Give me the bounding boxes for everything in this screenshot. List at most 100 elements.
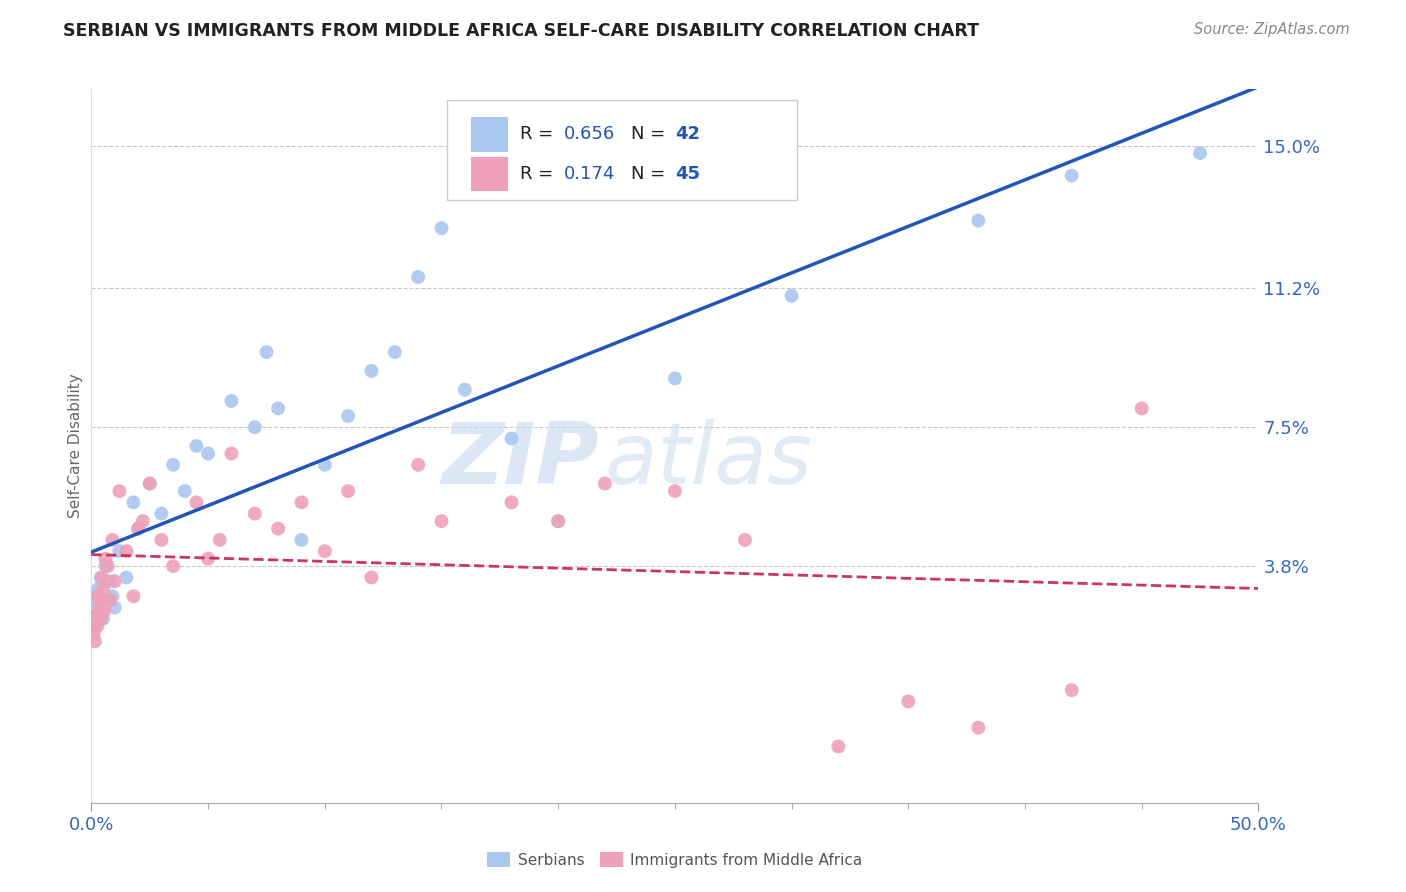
FancyBboxPatch shape bbox=[447, 100, 797, 200]
Point bbox=[83, 607, 105, 622]
Point bbox=[197, 446, 219, 460]
Text: 45: 45 bbox=[675, 165, 700, 183]
Point bbox=[314, 458, 336, 472]
Point bbox=[108, 484, 131, 499]
Point bbox=[454, 383, 477, 397]
Point bbox=[547, 514, 569, 528]
Point bbox=[256, 345, 278, 359]
Point bbox=[115, 544, 138, 558]
Point bbox=[91, 612, 114, 626]
Text: atlas: atlas bbox=[605, 418, 813, 502]
Point bbox=[360, 364, 382, 378]
Point bbox=[221, 446, 243, 460]
Legend: Serbians, Immigrants from Middle Africa: Serbians, Immigrants from Middle Africa bbox=[481, 846, 869, 873]
Point bbox=[1060, 169, 1083, 183]
Point bbox=[337, 484, 360, 499]
Point bbox=[104, 574, 127, 589]
Point bbox=[267, 401, 290, 416]
Point bbox=[186, 439, 208, 453]
Point bbox=[101, 589, 124, 603]
Text: 42: 42 bbox=[675, 126, 700, 144]
Point bbox=[593, 476, 616, 491]
Text: 0.656: 0.656 bbox=[564, 126, 616, 144]
Point bbox=[115, 570, 138, 584]
Text: Source: ZipAtlas.com: Source: ZipAtlas.com bbox=[1194, 22, 1350, 37]
Point bbox=[132, 514, 155, 528]
Point bbox=[1130, 401, 1153, 416]
Point bbox=[83, 634, 105, 648]
Point bbox=[83, 627, 105, 641]
Point bbox=[91, 582, 114, 596]
Point bbox=[664, 371, 686, 385]
Point bbox=[90, 612, 112, 626]
Point bbox=[664, 484, 686, 499]
Point bbox=[122, 589, 145, 603]
Point bbox=[337, 409, 360, 423]
Point bbox=[827, 739, 849, 754]
Y-axis label: Self-Care Disability: Self-Care Disability bbox=[67, 374, 83, 518]
Text: SERBIAN VS IMMIGRANTS FROM MIDDLE AFRICA SELF-CARE DISABILITY CORRELATION CHART: SERBIAN VS IMMIGRANTS FROM MIDDLE AFRICA… bbox=[63, 22, 979, 40]
Point bbox=[221, 393, 243, 408]
Point bbox=[127, 522, 149, 536]
Text: R =: R = bbox=[520, 165, 558, 183]
Point bbox=[267, 522, 290, 536]
Point bbox=[1189, 146, 1212, 161]
Point bbox=[104, 600, 127, 615]
Text: 0.174: 0.174 bbox=[564, 165, 616, 183]
Point bbox=[967, 213, 990, 227]
Point bbox=[101, 533, 124, 547]
Point bbox=[547, 514, 569, 528]
Point bbox=[127, 522, 149, 536]
Point bbox=[93, 604, 115, 618]
Point bbox=[1060, 683, 1083, 698]
Point bbox=[90, 570, 112, 584]
Point bbox=[87, 589, 110, 603]
Point bbox=[84, 589, 107, 603]
Point bbox=[290, 533, 312, 547]
Point bbox=[430, 221, 453, 235]
Point bbox=[243, 507, 266, 521]
Point bbox=[186, 495, 208, 509]
Point bbox=[430, 514, 453, 528]
FancyBboxPatch shape bbox=[471, 118, 508, 152]
Point bbox=[384, 345, 406, 359]
Point bbox=[501, 495, 523, 509]
Point bbox=[897, 694, 920, 708]
Point bbox=[290, 495, 312, 509]
Point bbox=[94, 559, 117, 574]
Point bbox=[967, 721, 990, 735]
Point bbox=[97, 559, 120, 574]
Point bbox=[89, 597, 111, 611]
Point bbox=[173, 484, 195, 499]
Point bbox=[87, 582, 110, 596]
Point bbox=[98, 593, 121, 607]
Point bbox=[314, 544, 336, 558]
Point bbox=[501, 432, 523, 446]
Point bbox=[83, 619, 105, 633]
Point bbox=[84, 607, 107, 622]
Text: N =: N = bbox=[630, 165, 671, 183]
FancyBboxPatch shape bbox=[471, 157, 508, 191]
Point bbox=[90, 570, 112, 584]
Point bbox=[122, 495, 145, 509]
Point bbox=[360, 570, 382, 584]
Point bbox=[780, 289, 803, 303]
Text: ZIP: ZIP bbox=[441, 418, 599, 502]
Point bbox=[97, 593, 120, 607]
Point bbox=[734, 533, 756, 547]
Point bbox=[138, 476, 162, 491]
Point bbox=[89, 604, 111, 618]
Point bbox=[406, 270, 429, 285]
Point bbox=[150, 533, 173, 547]
Point bbox=[86, 597, 108, 611]
Point bbox=[243, 420, 266, 434]
Point bbox=[86, 619, 108, 633]
Point bbox=[197, 551, 219, 566]
Point bbox=[94, 551, 117, 566]
Text: R =: R = bbox=[520, 126, 558, 144]
Point bbox=[98, 574, 121, 589]
Point bbox=[138, 476, 162, 491]
Point bbox=[162, 458, 184, 472]
Point bbox=[150, 507, 173, 521]
Point bbox=[208, 533, 231, 547]
